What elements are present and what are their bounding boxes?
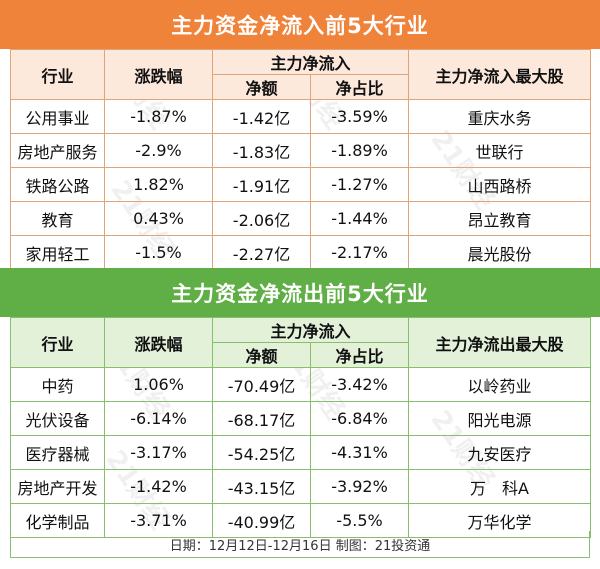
header-net-inflow: 主力净流入 — [211, 49, 410, 75]
cell-amount: -2.27亿 — [212, 235, 311, 270]
cell-change: -1.5% — [104, 235, 213, 270]
cell-industry: 光伏设备 — [10, 401, 105, 436]
inflow-header-row: 行业 涨跌幅 主力净流入 主力净流入最大股 — [10, 49, 592, 100]
table-row: 房地产开发 -1.42% -43.15亿 -3.92% 万 科A — [10, 469, 592, 504]
header-amount: 净额 — [212, 74, 311, 100]
cell-amount: -1.91亿 — [212, 167, 311, 202]
cell-ratio: -6.84% — [309, 401, 410, 436]
cell-change: -6.14% — [104, 401, 213, 436]
cell-amount: -1.42亿 — [212, 99, 311, 134]
header-industry: 行业 — [10, 317, 105, 368]
cell-ratio: -3.92% — [309, 469, 410, 504]
table-row: 化学制品 -3.71% -40.99亿 -5.5% 万华化学 — [10, 503, 592, 538]
outflow-header-row: 行业 涨跌幅 主力净流入 主力净流出最大股 — [10, 317, 592, 368]
cell-ratio: -1.44% — [309, 201, 410, 236]
cell-industry: 教育 — [10, 201, 105, 236]
cell-industry: 房地产服务 — [10, 133, 105, 168]
cell-ratio: -3.59% — [309, 99, 410, 134]
cell-amount: -40.99亿 — [212, 503, 311, 538]
cell-change: 0.43% — [104, 201, 213, 236]
header-top-stock: 主力净流出最大股 — [408, 317, 592, 368]
cell-ratio: -1.27% — [309, 167, 410, 202]
cell-change: -2.9% — [104, 133, 213, 168]
outflow-title: 主力资金净流出前5大行业 — [0, 268, 600, 317]
outflow-table: 行业 涨跌幅 主力净流入 主力净流出最大股 净额 净占比 中药 1.06% -7… — [10, 317, 592, 538]
cell-change: -3.17% — [104, 435, 213, 470]
cell-change: -1.42% — [104, 469, 213, 504]
cell-stock: 九安医疗 — [408, 435, 592, 470]
table-row: 铁路公路 1.82% -1.91亿 -1.27% 山西路桥 — [10, 167, 592, 202]
cell-industry: 公用事业 — [10, 99, 105, 134]
table-row: 房地产服务 -2.9% -1.83亿 -1.89% 世联行 — [10, 133, 592, 168]
header-industry: 行业 — [10, 49, 105, 100]
cell-stock: 晨光股份 — [408, 235, 592, 270]
cell-industry: 中药 — [10, 367, 105, 402]
header-net-inflow: 主力净流入 — [211, 317, 410, 343]
table-row: 公用事业 -1.87% -1.42亿 -3.59% 重庆水务 — [10, 99, 592, 134]
cell-stock: 重庆水务 — [408, 99, 592, 134]
table-row: 中药 1.06% -70.49亿 -3.42% 以岭药业 — [10, 367, 592, 402]
cell-industry: 铁路公路 — [10, 167, 105, 202]
inflow-title: 主力资金净流入前5大行业 — [0, 0, 600, 49]
cell-stock: 万 科A — [408, 469, 592, 504]
cell-change: 1.06% — [104, 367, 213, 402]
cell-amount: -1.83亿 — [212, 133, 311, 168]
header-ratio: 净占比 — [309, 342, 410, 368]
cell-stock: 山西路桥 — [408, 167, 592, 202]
cell-amount: -54.25亿 — [212, 435, 311, 470]
footer-caption: 日期：12月12日-12月16日 制图：21投资通 — [10, 531, 590, 558]
cell-change: -1.87% — [104, 99, 213, 134]
cell-industry: 医疗器械 — [10, 435, 105, 470]
cell-industry: 房地产开发 — [10, 469, 105, 504]
header-top-stock: 主力净流入最大股 — [408, 49, 592, 100]
cell-stock: 阳光电源 — [408, 401, 592, 436]
cell-change: -3.71% — [104, 503, 213, 538]
cell-ratio: -4.31% — [309, 435, 410, 470]
cell-ratio: -1.89% — [309, 133, 410, 168]
cell-amount: -68.17亿 — [212, 401, 311, 436]
header-ratio: 净占比 — [309, 74, 410, 100]
table-row: 教育 0.43% -2.06亿 -1.44% 昂立教育 — [10, 201, 592, 236]
cell-industry: 家用轻工 — [10, 235, 105, 270]
table-row: 医疗器械 -3.17% -54.25亿 -4.31% 九安医疗 — [10, 435, 592, 470]
inflow-table: 行业 涨跌幅 主力净流入 主力净流入最大股 净额 净占比 公用事业 -1.87%… — [10, 49, 592, 270]
cell-ratio: -5.5% — [309, 503, 410, 538]
table-row: 光伏设备 -6.14% -68.17亿 -6.84% 阳光电源 — [10, 401, 592, 436]
cell-industry: 化学制品 — [10, 503, 105, 538]
table-row: 家用轻工 -1.5% -2.27亿 -2.17% 晨光股份 — [10, 235, 592, 270]
cell-stock: 世联行 — [408, 133, 592, 168]
cell-ratio: -3.42% — [309, 367, 410, 402]
inflow-subheader-row: 净额 净占比 — [11, 74, 591, 100]
cell-amount: -43.15亿 — [212, 469, 311, 504]
header-amount: 净额 — [212, 342, 311, 368]
cell-amount: -2.06亿 — [212, 201, 311, 236]
cell-ratio: -2.17% — [309, 235, 410, 270]
cell-stock: 以岭药业 — [408, 367, 592, 402]
header-change: 涨跌幅 — [104, 317, 213, 368]
cell-amount: -70.49亿 — [212, 367, 311, 402]
header-change: 涨跌幅 — [104, 49, 213, 100]
cell-stock: 昂立教育 — [408, 201, 592, 236]
cell-change: 1.82% — [104, 167, 213, 202]
cell-stock: 万华化学 — [408, 503, 592, 538]
